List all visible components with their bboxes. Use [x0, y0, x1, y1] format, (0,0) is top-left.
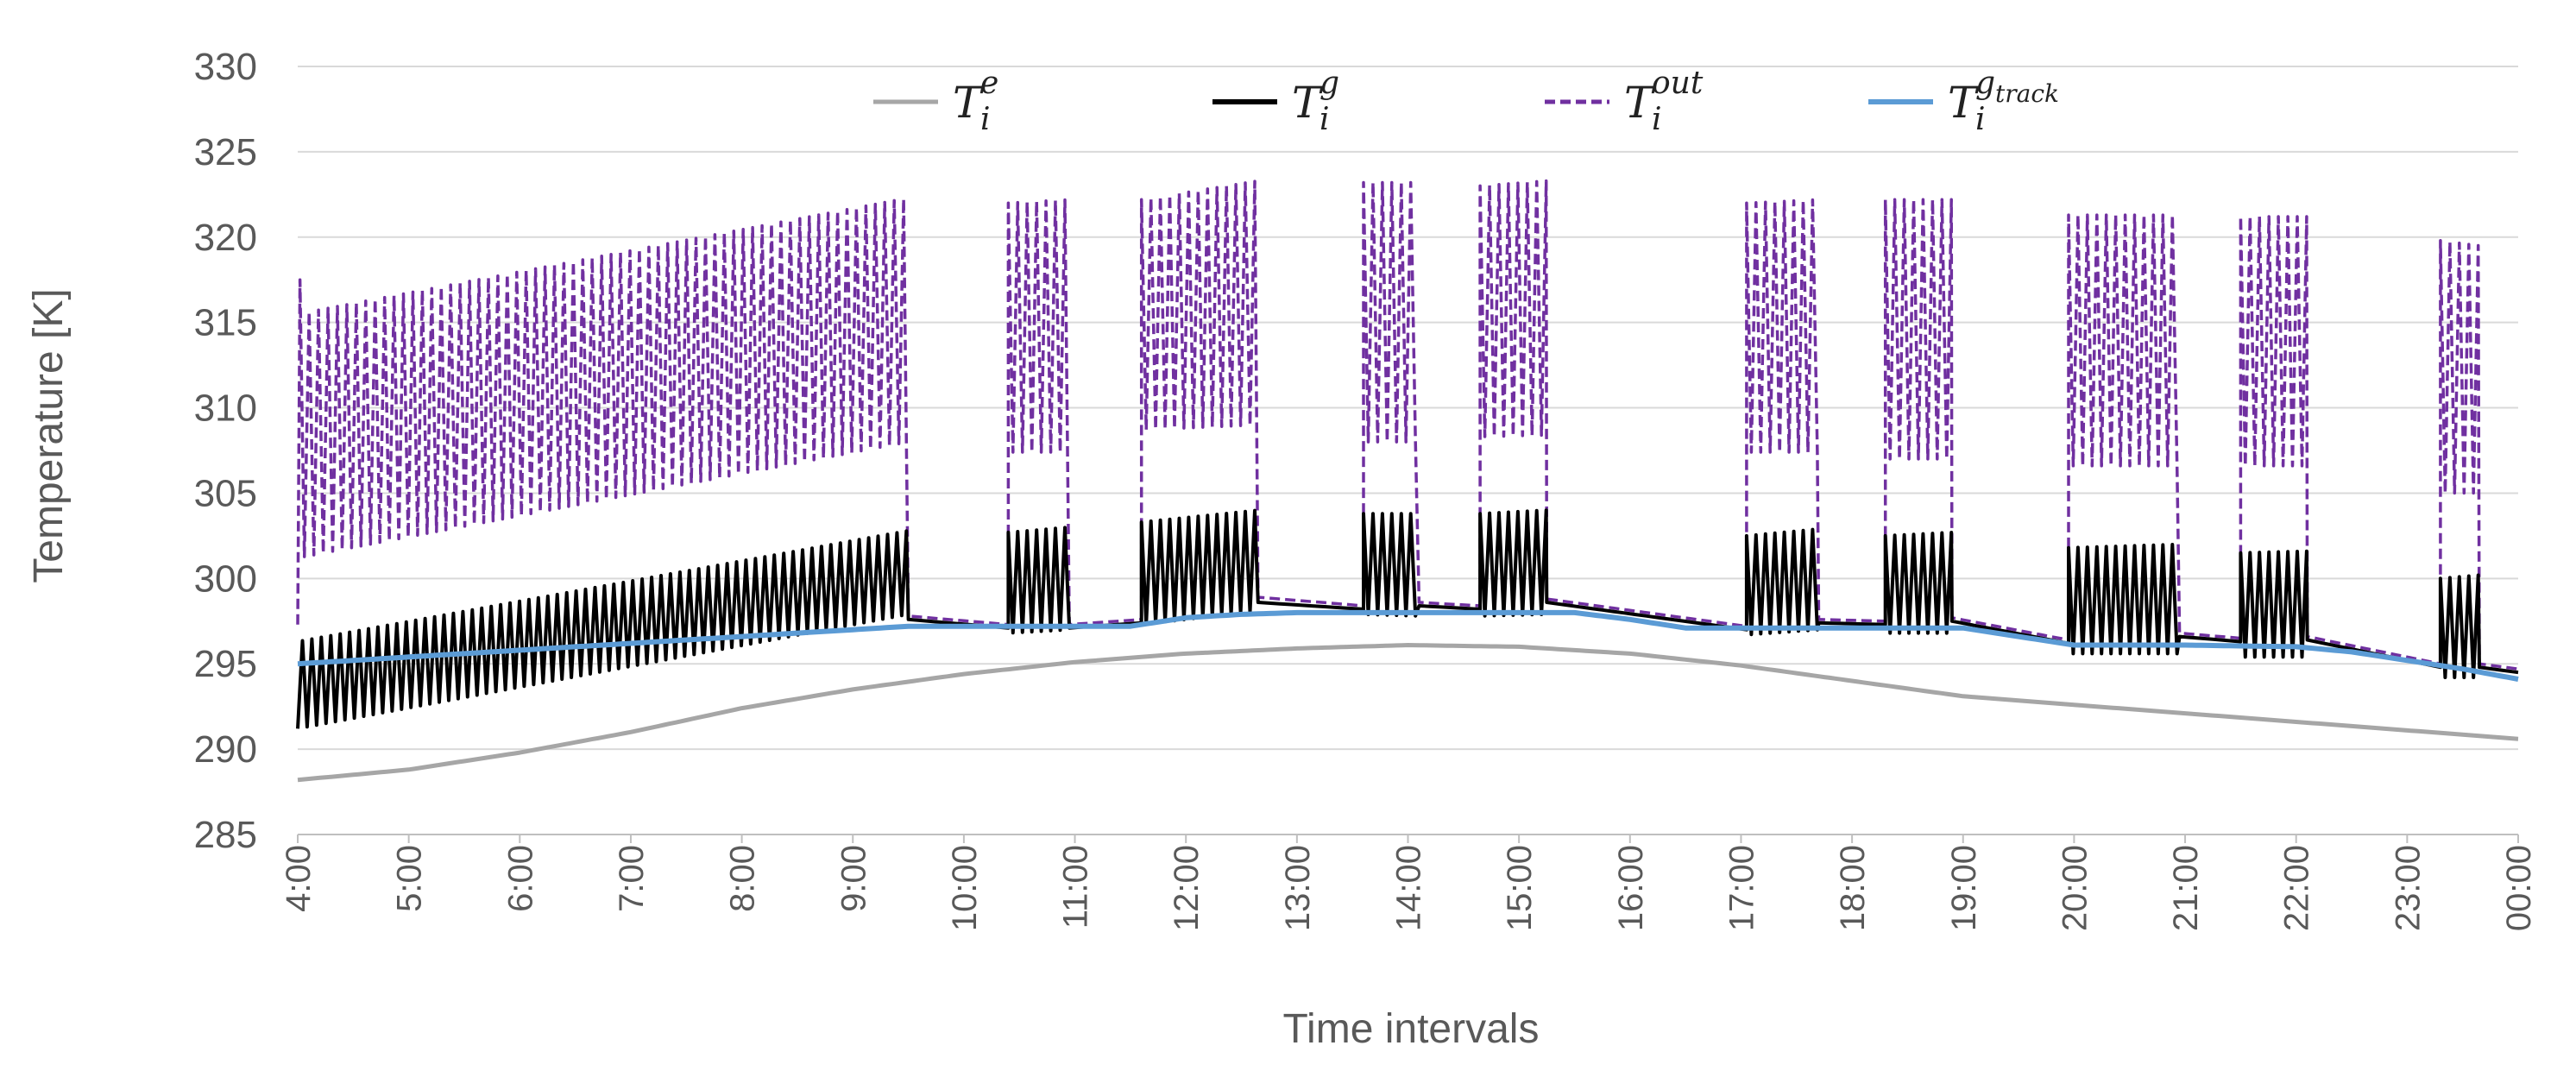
x-axis-ticks: 4:00 5:00 6:00 7:00 8:00 9:00 10:00 11:00 12:00 1… [280, 835, 2538, 931]
series-line-te [297, 643, 2519, 783]
x-tick-label: 17:00 [1723, 845, 1761, 931]
legend-label: Tie [953, 66, 998, 137]
x-tick-label: 8:00 [724, 845, 762, 912]
x-tick-label: 12:00 [1168, 845, 1206, 931]
legend-label: Tigtrack [1948, 66, 2059, 137]
y-tick-label: 325 [194, 131, 257, 173]
y-tick-label: 320 [194, 217, 257, 259]
y-tick-label: 285 [194, 814, 257, 856]
x-tick-label: 4:00 [280, 845, 318, 912]
legend-item: Tiout [1545, 66, 1704, 137]
x-tick-label: 11:00 [1057, 845, 1095, 929]
x-tick-label: 23:00 [2389, 845, 2427, 931]
legend-label-sub: i [1652, 102, 1662, 137]
x-tick-label: 16:00 [1612, 845, 1650, 931]
series-line-tg-track [297, 609, 2519, 682]
y-tick-label: 330 [194, 46, 257, 88]
legend-label-base: T [1292, 78, 1324, 128]
x-tick-label: 13:00 [1279, 845, 1317, 931]
legend-label-base: T [1624, 78, 1656, 128]
legend-label-sup: g [1975, 66, 1995, 101]
legend-label-sub: i [1319, 102, 1330, 137]
legend-label-sup: e [980, 66, 998, 101]
legend-label: Tig [1292, 66, 1339, 137]
x-tick-label: 18:00 [1834, 845, 1872, 931]
y-axis-title: Temperature [K] [26, 288, 72, 583]
x-tick-label: 22:00 [2278, 845, 2316, 931]
x-tick-label: 15:00 [1501, 845, 1539, 931]
x-tick-label: 7:00 [613, 845, 651, 912]
y-tick-label: 315 [194, 302, 257, 344]
legend-label: Tiout [1624, 66, 1704, 137]
legend-label-sub: i [980, 102, 991, 137]
legend: Tie Tig Tiout Tigtrack [873, 66, 2059, 137]
y-tick-label: 300 [194, 557, 257, 600]
x-tick-label: 9:00 [835, 845, 872, 912]
y-axis-ticks: 285 290 295 300 305 310 315 320 325 330 [194, 46, 257, 856]
x-tick-label: 21:00 [2167, 845, 2205, 931]
x-tick-label: 10:00 [946, 845, 984, 931]
legend-item: Tigtrack [1868, 66, 2059, 137]
legend-label-sup-sub: track [1995, 79, 2059, 108]
x-tick-label: 20:00 [2056, 845, 2094, 931]
legend-label-sup: out [1652, 66, 1704, 101]
y-tick-label: 295 [194, 643, 257, 685]
plot-area [296, 179, 2519, 783]
series-line-tg [296, 508, 2519, 729]
x-tick-label: 14:00 [1390, 845, 1428, 931]
legend-item: Tie [873, 66, 998, 137]
y-tick-label: 290 [194, 728, 257, 771]
x-tick-label: 00:00 [2500, 845, 2538, 931]
legend-label-base: T [1948, 78, 1980, 128]
y-tick-label: 310 [194, 387, 257, 430]
x-tick-label: 6:00 [501, 845, 539, 912]
y-tick-label: 305 [194, 472, 257, 514]
legend-item: Tig [1212, 66, 1339, 137]
legend-label-sup: g [1319, 66, 1339, 101]
x-axis-title: Time intervals [1283, 1006, 1540, 1052]
x-tick-label: 5:00 [391, 845, 429, 912]
legend-label-base: T [953, 78, 985, 128]
x-tick-label: 19:00 [1945, 845, 1983, 931]
legend-label-sub: i [1975, 102, 1986, 137]
